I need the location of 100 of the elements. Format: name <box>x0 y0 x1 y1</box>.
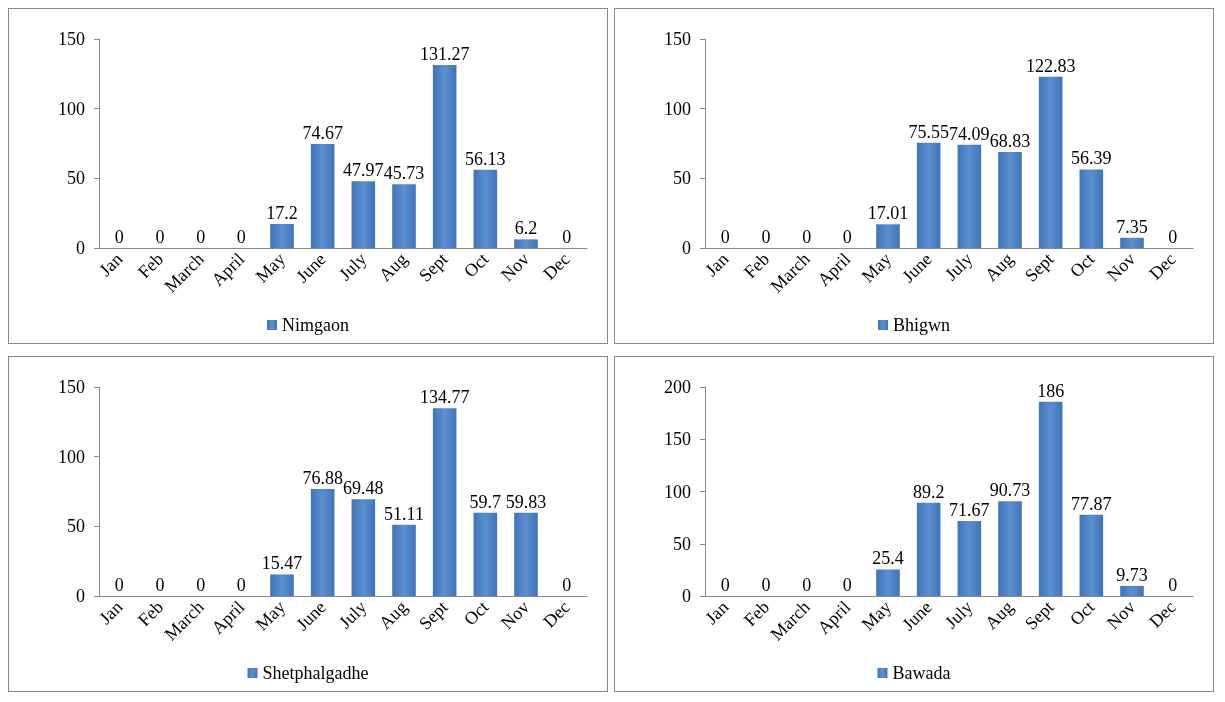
data-label: 25.4 <box>872 548 904 569</box>
y-tick-label: 100 <box>58 98 85 119</box>
x-tick-label: Dec <box>539 596 574 632</box>
data-label: 51.11 <box>384 503 424 524</box>
bar <box>270 224 294 248</box>
data-label: 75.55 <box>908 121 949 142</box>
data-label: 74.67 <box>302 122 343 143</box>
data-label: 0 <box>562 227 572 247</box>
legend-label: Nimgaon <box>282 315 349 335</box>
data-label: 56.13 <box>465 148 506 169</box>
bar <box>351 181 376 248</box>
bar <box>514 512 538 596</box>
bar <box>998 152 1022 248</box>
data-label: 0 <box>236 227 246 247</box>
data-label: 90.73 <box>989 480 1031 501</box>
data-label: 69.48 <box>343 478 384 499</box>
x-tick-label: Dec <box>1145 248 1180 284</box>
x-tick-label: Feb <box>739 248 774 283</box>
bar <box>392 184 416 248</box>
x-tick-label: Feb <box>133 248 168 283</box>
data-label: 0 <box>842 227 852 247</box>
x-tick-label: Nov <box>1103 248 1140 285</box>
x-tick-label: Jan <box>95 596 127 629</box>
data-label: 0 <box>236 575 246 595</box>
bar <box>1120 237 1144 248</box>
data-label: 89.2 <box>912 481 945 502</box>
x-tick-label: Sept <box>414 248 452 286</box>
data-label: 0 <box>1168 575 1178 595</box>
bar <box>998 501 1022 596</box>
bar <box>432 408 457 596</box>
x-tick-label: Jan <box>701 596 733 629</box>
x-tick-label: Aug <box>981 596 1018 633</box>
data-label: 47.97 <box>343 160 384 181</box>
data-label: 0 <box>155 227 165 247</box>
x-tick-label: May <box>251 596 290 635</box>
x-tick-label: Sept <box>1020 596 1058 634</box>
data-label: 56.39 <box>1071 148 1112 169</box>
y-tick-label: 50 <box>67 516 85 537</box>
y-tick-label: 200 <box>664 377 691 397</box>
bar <box>310 488 335 596</box>
x-tick-label: Oct <box>459 248 493 282</box>
x-tick-label: July <box>335 248 371 285</box>
y-tick-label: 150 <box>58 29 85 49</box>
bar <box>310 143 335 248</box>
bar <box>514 239 538 248</box>
x-tick-label: June <box>898 596 936 635</box>
data-label: 0 <box>196 227 206 247</box>
data-label: 134.77 <box>419 387 470 408</box>
data-label: 17.01 <box>867 203 909 224</box>
bar <box>916 502 941 596</box>
data-label: 0 <box>1168 227 1178 247</box>
data-label: 0 <box>114 227 124 247</box>
data-label: 68.83 <box>989 131 1031 152</box>
x-tick-label: Jan <box>701 248 733 281</box>
x-tick-label: Dec <box>1145 596 1180 632</box>
y-tick-label: 150 <box>58 377 85 397</box>
data-label: 122.83 <box>1025 55 1076 76</box>
y-tick-label: 150 <box>664 29 691 49</box>
bar <box>957 521 982 596</box>
data-label: 0 <box>761 227 771 247</box>
x-tick-label: July <box>941 248 977 285</box>
x-tick-label: Nov <box>497 596 534 633</box>
legend-label: Bhigwn <box>893 315 951 335</box>
y-tick-label: 50 <box>67 168 85 189</box>
bar <box>1120 585 1144 596</box>
data-label: 0 <box>720 227 730 247</box>
bar <box>876 569 900 596</box>
x-tick-label: Oct <box>459 596 493 630</box>
bar <box>957 144 982 248</box>
data-label: 45.73 <box>383 163 425 184</box>
data-label: 131.27 <box>419 44 470 65</box>
x-tick-label: Aug <box>375 596 412 633</box>
x-tick-label: Nov <box>497 248 534 285</box>
bar <box>270 574 294 596</box>
y-tick-label: 0 <box>682 238 691 258</box>
x-tick-label: Aug <box>375 248 412 285</box>
data-label: 71.67 <box>949 500 990 521</box>
legend-label: Shetphalgadhe <box>262 663 369 683</box>
data-label: 0 <box>802 575 812 595</box>
y-tick-label: 0 <box>76 238 85 258</box>
data-label: 76.88 <box>302 467 343 488</box>
y-tick-label: 50 <box>673 533 691 554</box>
data-label: 0 <box>802 227 812 247</box>
data-label: 0 <box>114 575 124 595</box>
data-label: 0 <box>720 575 730 595</box>
x-tick-label: Nov <box>1103 596 1140 633</box>
data-label: 0 <box>155 575 165 595</box>
data-label: 0 <box>196 575 206 595</box>
bar <box>876 224 900 248</box>
x-tick-label: Feb <box>133 596 168 631</box>
data-label: 186 <box>1037 380 1065 401</box>
y-tick-label: 100 <box>664 98 691 119</box>
data-label: 0 <box>842 575 852 595</box>
x-tick-label: Jan <box>95 248 127 281</box>
y-tick-label: 100 <box>664 481 691 502</box>
x-tick-label: May <box>857 248 896 287</box>
x-tick-label: June <box>898 248 936 287</box>
data-label: 0 <box>562 575 572 595</box>
bar <box>1079 514 1104 596</box>
data-label: 77.87 <box>1071 493 1112 514</box>
